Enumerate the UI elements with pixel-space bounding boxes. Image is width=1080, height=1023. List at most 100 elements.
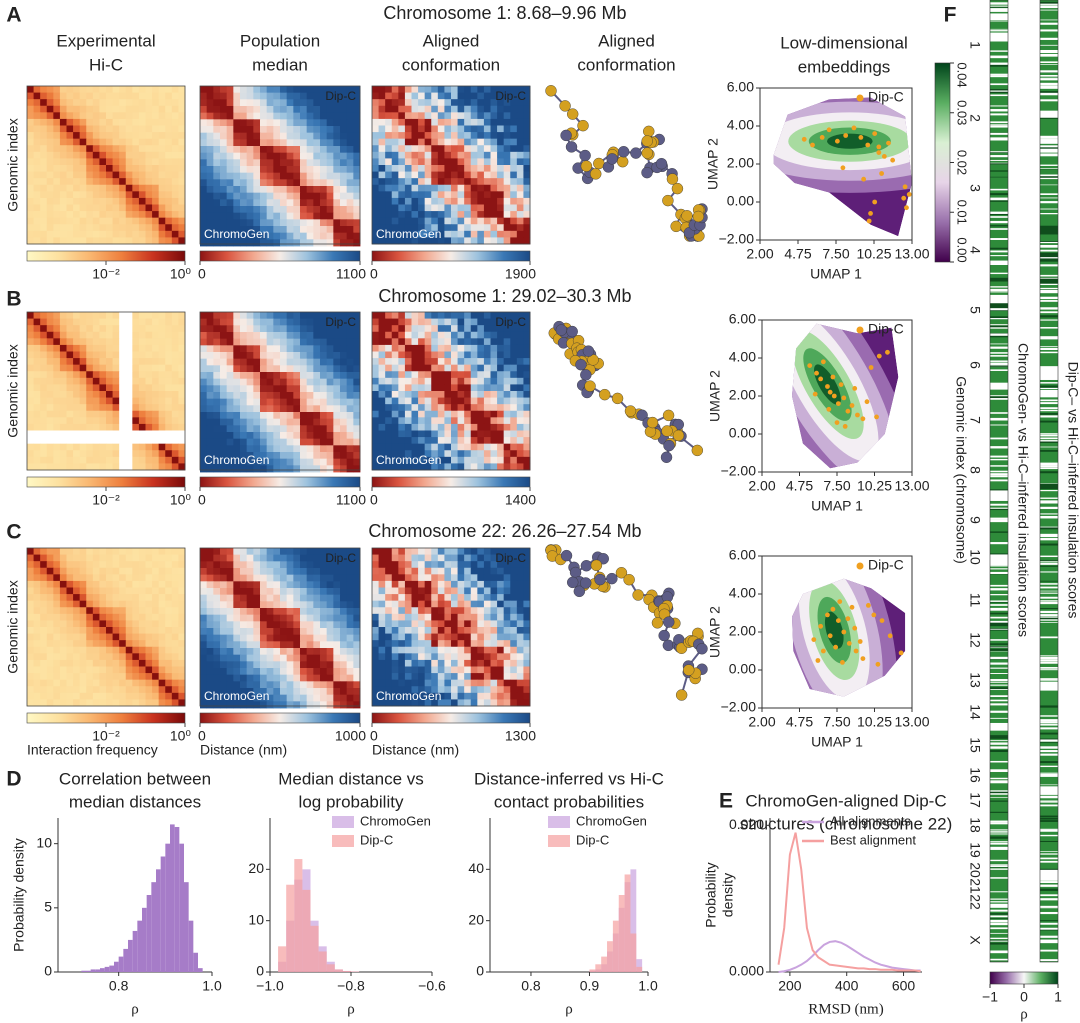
heatmap-cell (320, 601, 328, 609)
heatmap-cell (253, 159, 261, 167)
heatmap-cell (470, 191, 478, 199)
heatmap-cell (200, 581, 208, 589)
heatmap-cell (470, 391, 478, 398)
heatmap-cell (320, 701, 328, 709)
heatmap-cell (106, 364, 113, 372)
heatmap-cell (378, 344, 386, 352)
heatmap-cell (206, 352, 214, 360)
heatmap-cell (411, 456, 419, 464)
heatmap-cell (437, 417, 445, 425)
heatmap-cell (326, 661, 334, 669)
heatmap-cell (92, 613, 100, 621)
heatmap-cell (206, 106, 214, 114)
heatmap-cell (53, 344, 61, 352)
heatmap-cell (391, 204, 399, 212)
heatmap-cell (523, 86, 531, 93)
heatmap-cell (112, 204, 120, 212)
heatmap-cell (306, 106, 314, 114)
heatmap-cell (226, 694, 234, 702)
colorbar-label: Interaction frequency (27, 742, 158, 758)
heatmap-cell (145, 92, 153, 100)
heatmap-cell (240, 581, 248, 589)
heatmap-cell (46, 191, 54, 199)
heatmap-cell (158, 344, 166, 352)
heatmap-cell (200, 385, 208, 393)
heatmap-cell (33, 574, 41, 582)
heatmap-cell (418, 450, 426, 458)
heatmap-cell (497, 151, 505, 159)
heatmap-cell (313, 152, 321, 160)
heatmap-cell (266, 581, 274, 589)
heatmap-cell (73, 138, 81, 146)
heatmap-cell (59, 338, 67, 346)
heatmap-cell (483, 211, 491, 219)
heatmap-cell (73, 145, 81, 153)
heatmap-cell (145, 191, 153, 199)
heatmap-cell (99, 653, 107, 661)
heatmap-cell (470, 138, 478, 146)
heatmap-cell (125, 633, 133, 641)
heatmap-cell (523, 158, 531, 166)
heatmap-cell (385, 377, 393, 385)
heatmap-cell (226, 199, 234, 207)
heatmap-cell (306, 581, 314, 589)
heatmap-cell (206, 412, 214, 420)
heatmap-cell (280, 418, 288, 426)
heatmap-cell (260, 648, 268, 656)
heatmap-cell (206, 318, 214, 326)
heatmap-cell (240, 694, 248, 702)
heatmap-cell (470, 371, 478, 379)
legend-marker (856, 326, 864, 334)
heatmap-cell (398, 99, 406, 107)
heatmap-cell (240, 372, 248, 380)
heatmap-cell (477, 217, 485, 225)
heatmap-cell (293, 112, 301, 120)
heatmap-cell (483, 237, 491, 245)
heatmap-cell (483, 86, 491, 93)
heatmap-cell (112, 132, 120, 140)
heatmap-cell (398, 443, 406, 451)
heatmap-cell (106, 351, 113, 359)
heatmap-cell (313, 561, 321, 569)
heatmap-cell (300, 425, 308, 433)
heatmap-cell (340, 445, 348, 453)
heatmap-cell (253, 172, 261, 180)
heatmap-cell (490, 105, 498, 113)
heatmap-cell (404, 204, 412, 212)
heatmap-cell (106, 679, 113, 687)
heatmap-cell (99, 224, 107, 232)
heatmap-cell (313, 159, 321, 167)
heatmap-cell (313, 239, 321, 247)
heatmap-cell (510, 145, 518, 153)
heatmap-cell (313, 385, 321, 393)
heatmap-cell (226, 206, 234, 214)
heatmap-cell (132, 211, 140, 219)
heatmap-cell (253, 99, 261, 107)
heatmap-cell (266, 166, 274, 174)
heatmap-cell (424, 554, 432, 562)
heatmap-cell (66, 607, 74, 615)
heatmap-cell (320, 418, 328, 426)
heatmap-cell (125, 165, 133, 172)
heatmap-cell (73, 217, 81, 225)
heatmap-cell (510, 377, 518, 385)
heatmap-cell (340, 432, 348, 440)
heatmap-cell (233, 219, 241, 227)
heatmap-cell (398, 217, 406, 225)
heatmap-cell (27, 613, 34, 621)
bead (636, 409, 648, 421)
heatmap-cell (240, 345, 248, 353)
heatmap-cell (418, 165, 426, 172)
heatmap-cell (457, 92, 465, 100)
heatmap-cell (320, 365, 328, 373)
heatmap-cell (125, 679, 133, 687)
heatmap-cell (280, 126, 288, 134)
heatmap-cell (246, 581, 254, 589)
heatmap-cell (346, 179, 354, 187)
heatmap-cell (138, 312, 146, 319)
heatmap-cell (53, 443, 61, 451)
heatmap-cell (444, 384, 452, 392)
heatmap-cell (46, 397, 54, 405)
heatmap-cell (503, 423, 511, 431)
heatmap-cell (59, 191, 67, 199)
